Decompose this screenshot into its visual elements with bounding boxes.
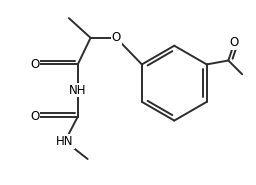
- Text: HN: HN: [56, 135, 74, 148]
- Text: O: O: [30, 110, 39, 123]
- Text: O: O: [230, 36, 239, 49]
- Text: O: O: [30, 58, 39, 71]
- Text: NH: NH: [69, 84, 87, 97]
- Text: O: O: [112, 31, 121, 44]
